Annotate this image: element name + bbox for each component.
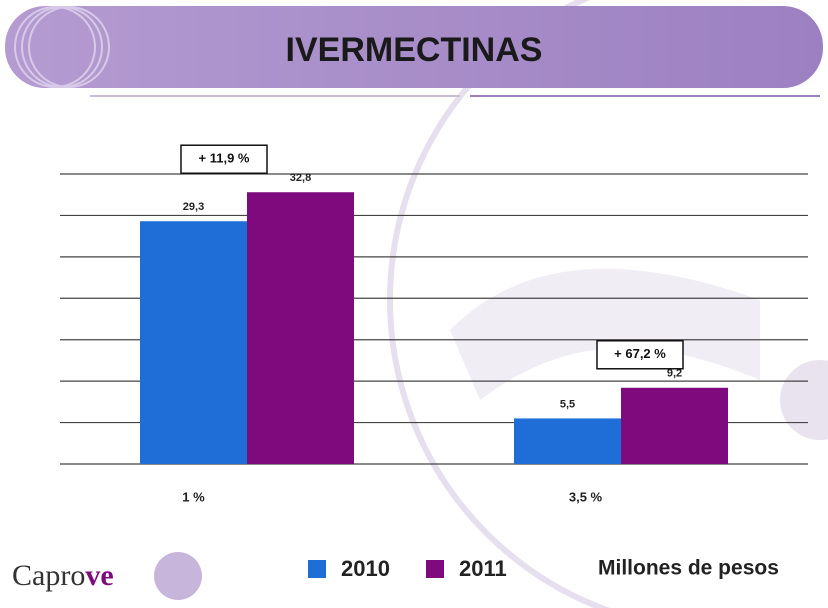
- bar: [514, 418, 621, 464]
- annotation: + 11,9 %: [199, 151, 250, 166]
- annotation-box: [180, 144, 268, 174]
- logo-part: Capro: [12, 559, 85, 592]
- annotation: + 67,2 %: [614, 346, 666, 361]
- background-decoration: [387, 0, 828, 608]
- annotation-box: [596, 340, 684, 370]
- chart-title: IVERMECTINAS: [286, 31, 543, 69]
- title-bar: [5, 6, 823, 88]
- legend-swatch: [426, 560, 444, 578]
- unit-note: Millones de pesos: [598, 557, 779, 580]
- bar: [247, 192, 354, 464]
- legend-label: 2011: [459, 556, 507, 581]
- value-label: 9,2: [667, 368, 682, 380]
- background-shape: [450, 268, 760, 400]
- bar: [621, 387, 728, 464]
- value-label: 32,8: [290, 172, 311, 184]
- legend-swatch: [308, 560, 326, 578]
- bar: [140, 221, 247, 464]
- logo-part: ve: [85, 559, 113, 592]
- logo: Caprove: [12, 559, 114, 592]
- logo-emblem: [154, 552, 202, 600]
- legend-label: 2010: [341, 556, 390, 581]
- value-label: 5,5: [560, 398, 575, 410]
- title-circles: [14, 6, 110, 88]
- x-tick-label: 1 %: [182, 489, 205, 504]
- x-tick-label: 3,5 %: [569, 489, 603, 504]
- value-label: 29,3: [183, 201, 204, 213]
